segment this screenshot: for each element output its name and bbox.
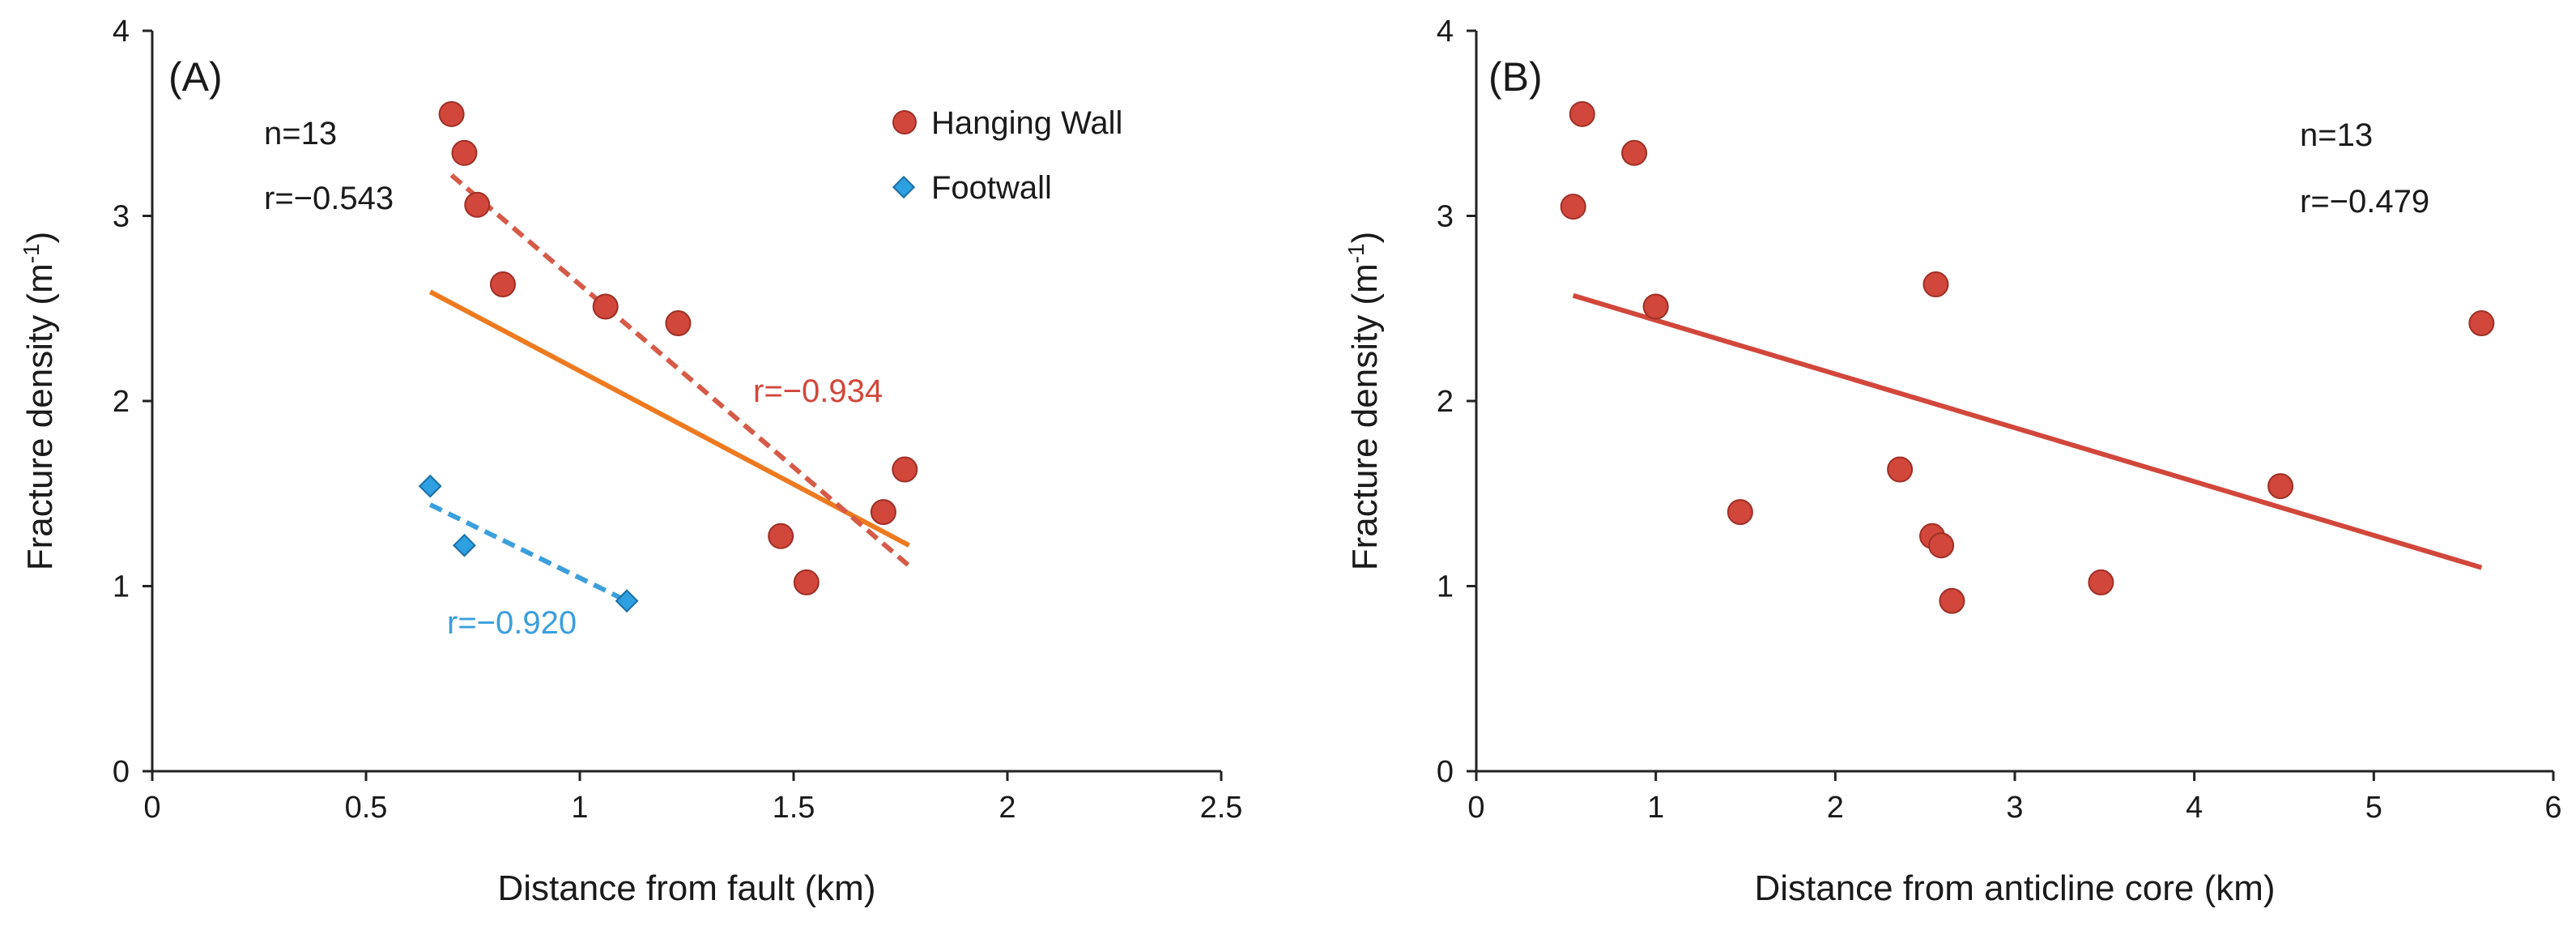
panel-b-y-tick-label: 1 [1437,570,1454,604]
panel-a-label: (A) [168,54,223,100]
hanging-wall-point [892,456,918,483]
hanging-wall-point [768,523,794,549]
panel-b-y-tick-label: 4 [1437,15,1454,49]
legend-footwall-marker [892,175,916,199]
all-points-point [1560,194,1586,220]
panel-b-y-tick-label: 0 [1437,755,1454,789]
panel-a-y-tick-label: 4 [113,15,130,49]
legend-footwall-label: Footwall [931,170,1052,206]
all-points-point [1922,271,1949,298]
panel-a-ticks: 0 0.5 1 1.5 2 2.5 0 1 2 3 4 [113,15,1243,825]
panel-a-y-axis-label-sup: -1 [19,243,44,263]
panel-a-y-tick-label: 3 [113,200,130,234]
hanging-wall-point [665,310,692,337]
panel-b-label: (B) [1488,54,1543,100]
panel-b-n-annotation: n=13 [2300,117,2373,153]
panel-a-points [418,100,918,613]
panel-a: (A) n=13 r=−0.543 Distance from fault (k… [19,15,1242,908]
hanging-wall-point [489,271,516,298]
panel-b-r-annotation: r=−0.479 [2300,184,2429,220]
footwall-point [615,589,639,613]
legend-hanging-wall-marker [892,110,917,134]
panel-a-y-tick-label: 2 [113,385,130,419]
legend-hanging-wall-label: Hanging Wall [931,105,1122,141]
panel-a-r-annotation: r=−0.543 [264,181,394,216]
panel-b-ticks: 0 1 2 3 4 5 6 0 1 2 3 4 [1437,15,2562,825]
panel-b-points [1560,100,2495,614]
panel-b-x-tick-label: 3 [2006,791,2023,825]
footwall-point [453,533,476,557]
panel-a-y-tick-label: 0 [113,755,130,789]
panel-b-x-axis-label: Distance from anticline core (km) [1754,868,2275,908]
panel-b: (B) n=13 r=−0.479 Distance from anticlin… [1343,15,2562,908]
all-points-point [1727,499,1753,526]
hanging-wall-point [451,139,478,166]
panel-a-y-tick-label: 1 [113,570,130,604]
panel-b-x-tick-label: 5 [2365,791,2382,825]
panel-b-overall-fit-line [1572,292,2483,570]
hanging-wall-point [592,293,619,320]
panel-a-x-tick-label: 1 [571,791,588,825]
panel-a-y-axis-label-main: Fracture density (m [20,263,60,570]
panel-b-x-tick-label: 4 [2186,791,2203,825]
panel-a-fit-lines [428,173,911,604]
panel-b-y-axis-label-sup: -1 [1343,243,1369,263]
all-points-point [2088,569,2114,595]
hanging-wall-point [464,191,491,218]
panel-a-overall-fit-line [428,289,910,548]
panel-b-x-tick-label: 2 [1827,791,1844,825]
panel-a-legend: Hanging Wall Footwall [892,105,1122,206]
panel-a-x-tick-label: 0.5 [345,791,388,825]
hanging-wall-point [793,569,820,595]
panel-b-y-tick-label: 2 [1437,385,1454,419]
hanging-wall-point [870,499,896,526]
footwall-point [418,474,442,498]
panel-a-x-axis-label: Distance from fault (km) [498,868,876,908]
panel-b-fit-lines [1572,292,2483,570]
panel-b-x-tick-label: 6 [2544,791,2561,825]
panel-b-y-tick-label: 3 [1437,200,1454,234]
panel-a-n-annotation: n=13 [264,116,337,151]
panel-a-x-tick-label: 2 [998,791,1015,825]
all-points-point [1928,532,1955,559]
hanging-wall-point [438,100,465,127]
all-points-point [1642,293,1669,320]
panel-b-x-tick-label: 1 [1647,791,1664,825]
footwall-fit-line [428,502,628,604]
all-points-point [1887,456,1914,483]
panel-a-x-tick-label: 2.5 [1200,791,1243,825]
all-points-point [1939,587,1965,614]
hanging-wall-fit-r-label: r=−0.934 [753,373,883,409]
panel-b-y-axis-label-main: Fracture density (m [1345,263,1385,570]
all-points-point [1621,139,1648,166]
panel-a-y-axis-label: Fracture density (m-1) [19,232,60,571]
all-points-point [1569,100,1595,127]
panel-b-y-axis-label-close: ) [1345,232,1385,244]
hanging-wall-fit-line [449,173,911,568]
all-points-point [2267,473,2294,500]
panel-a-y-axis-label-close: ) [20,232,60,244]
footwall-fit-r-label: r=−0.920 [447,605,577,641]
panel-a-x-tick-label: 1.5 [773,791,815,825]
panel-a-x-tick-label: 0 [143,791,160,825]
panel-b-y-axis-label: Fracture density (m-1) [1343,232,1385,571]
all-points-point [2468,310,2495,337]
panel-b-x-tick-label: 0 [1467,791,1484,825]
